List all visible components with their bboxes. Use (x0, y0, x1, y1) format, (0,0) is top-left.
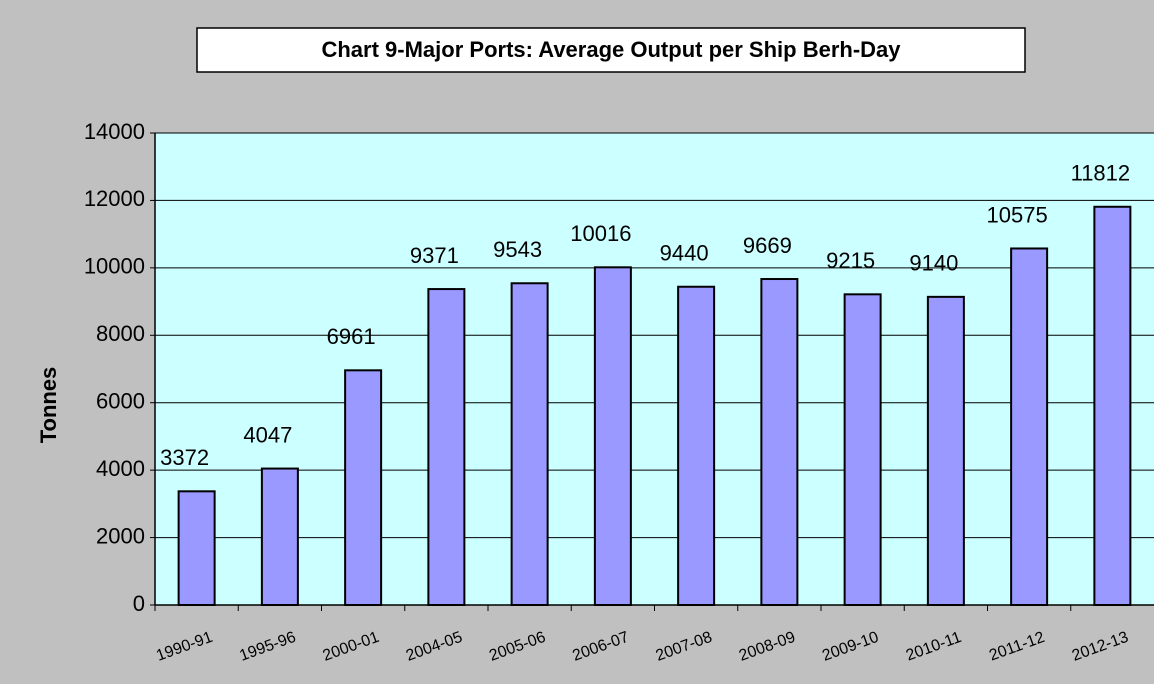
chart-title: Chart 9-Major Ports: Average Output per … (321, 37, 901, 62)
bar (593, 266, 632, 606)
bar (926, 295, 965, 606)
data-label: 11812 (1071, 161, 1131, 186)
data-label: 4047 (243, 422, 292, 447)
bar (677, 285, 716, 606)
y-tick-label: 4000 (96, 456, 145, 481)
data-label: 6961 (327, 324, 376, 349)
title-box (196, 27, 1026, 73)
y-tick-label: 12000 (84, 186, 145, 211)
data-label: 9669 (743, 233, 792, 258)
data-label: 9543 (493, 237, 542, 262)
y-tick-label: 0 (133, 591, 145, 616)
bar (760, 278, 799, 606)
bar (177, 490, 216, 606)
bar (260, 467, 299, 606)
bar (344, 369, 383, 606)
bar (1093, 205, 1132, 607)
y-tick-label: 14000 (84, 119, 145, 144)
y-axis-label: Tonnes (36, 367, 61, 444)
data-label: 9215 (826, 248, 875, 273)
y-tick-label: 10000 (84, 254, 145, 279)
bar (510, 282, 549, 606)
y-tick-label: 8000 (96, 321, 145, 346)
bar (427, 288, 466, 606)
bar (1010, 247, 1049, 606)
bar (843, 293, 882, 606)
plot-area (155, 133, 1154, 605)
data-label: 9140 (909, 251, 958, 276)
data-label: 9440 (660, 241, 709, 266)
data-label: 3372 (160, 445, 209, 470)
data-label: 10016 (570, 221, 631, 246)
data-label: 9371 (410, 243, 459, 268)
y-tick-label: 6000 (96, 389, 145, 414)
data-label: 10575 (987, 202, 1048, 227)
y-tick-label: 2000 (96, 523, 145, 548)
